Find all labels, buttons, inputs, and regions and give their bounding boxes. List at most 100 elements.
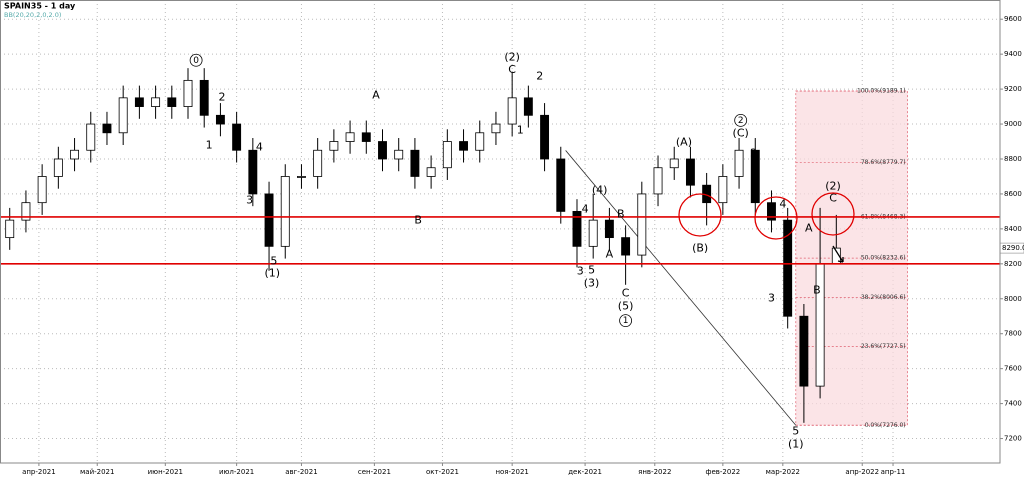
annotation: (1): [264, 267, 280, 280]
fib-label: 78.6%(8779.7): [861, 159, 906, 166]
y-tick-label: 7800: [1004, 330, 1022, 338]
candle-body: [5, 219, 15, 239]
x-tick-label: ноя-2021: [495, 468, 528, 476]
candle-body: [653, 167, 663, 195]
x-tick-label: авг-2021: [285, 468, 317, 476]
annotation: 2: [219, 90, 226, 103]
x-tick-label: июл-2021: [219, 468, 254, 476]
candle-body: [21, 202, 31, 221]
candle-body: [767, 202, 776, 221]
candle-body: [37, 176, 47, 204]
arrow: [832, 245, 844, 263]
y-tick-label: 8600: [1004, 190, 1022, 198]
x-tick-label: апр-2021: [22, 468, 56, 476]
annotation: 3: [577, 265, 584, 278]
annotation: 5: [270, 255, 277, 268]
candle-body: [134, 97, 144, 107]
y-tick-label: 8400: [1004, 225, 1022, 233]
annotation: (5): [618, 300, 634, 313]
annotation: 4: [256, 140, 263, 153]
annotation: 1: [623, 316, 629, 326]
candle-body: [556, 158, 566, 212]
x-tick-label: мар-2022: [766, 468, 800, 476]
x-tick-label: фев-2022: [705, 468, 740, 476]
candle-body: [718, 176, 728, 204]
annotation: 5: [792, 425, 799, 438]
highlight-circle: [811, 192, 855, 236]
annotation: C: [508, 63, 516, 76]
x-tick-label: июн-2021: [148, 468, 183, 476]
candle-body: [167, 97, 177, 107]
annotation: 3: [246, 193, 253, 206]
candle-body: [621, 237, 631, 256]
candle-body: [685, 158, 695, 186]
annotation: B: [617, 207, 625, 220]
candle-body: [151, 97, 161, 107]
fib-label: 23.6%(7727.5): [861, 343, 906, 350]
annotation: (4): [592, 183, 608, 196]
candle-body: [799, 315, 809, 387]
candle-body: [248, 149, 258, 195]
candle-body: [442, 141, 452, 169]
candle-body: [199, 79, 209, 116]
candle-body: [53, 158, 63, 177]
candle-body: [523, 97, 533, 116]
annotation: 2: [738, 116, 744, 126]
annotation: 0: [193, 56, 199, 66]
candle-body: [491, 123, 501, 134]
y-tick-label: 7200: [1004, 435, 1022, 443]
annotation: A: [805, 222, 813, 235]
fib-label: 0.0%(7276.0): [865, 422, 906, 429]
last-price-label: 8290.0: [1002, 244, 1024, 252]
annotation-circle: [619, 314, 633, 328]
annotation: A: [372, 88, 380, 101]
annotation: C: [622, 287, 630, 300]
candle-body: [815, 263, 825, 387]
annotation: B: [414, 213, 422, 226]
annotation-circle: [734, 113, 748, 127]
annotation: 4: [779, 197, 786, 210]
x-tick-label: окт-2021: [426, 468, 459, 476]
candle-body: [588, 219, 598, 247]
trendline: [565, 150, 797, 426]
candle-body: [102, 123, 112, 134]
fib-label: 50.0%(8232.6): [861, 255, 906, 262]
x-tick-label: апр-11: [881, 468, 906, 476]
x-tick-label: дек-2021: [568, 468, 602, 476]
candle-body: [329, 141, 339, 151]
x-tick-label: апр-2022: [845, 468, 879, 476]
annotation: (3): [584, 277, 600, 290]
candle-body: [394, 149, 404, 160]
candle-body: [669, 158, 679, 169]
candle-body: [361, 132, 371, 142]
plot-frame: [0, 0, 1001, 464]
candle-body: [313, 149, 323, 177]
candle-body: [70, 149, 80, 160]
candle-body: [410, 149, 420, 177]
annotation: (2): [825, 179, 841, 192]
candle-body: [183, 79, 193, 107]
annotation-circle: [189, 53, 203, 67]
highlight-circle: [678, 193, 722, 237]
annotation: 1: [206, 138, 213, 151]
annotation: 1: [517, 123, 524, 136]
candle-body: [280, 176, 290, 247]
candle-body: [637, 193, 647, 256]
candle-body: [215, 114, 225, 125]
annotation: 4: [582, 202, 589, 215]
y-tick-label: 7600: [1004, 365, 1022, 373]
y-tick-label: 8800: [1004, 155, 1022, 163]
annotation: A: [606, 248, 614, 261]
annotation: 2: [536, 69, 543, 82]
annotation: B: [813, 284, 821, 297]
annotation: 2: [750, 146, 757, 159]
y-tick-label: 9400: [1004, 50, 1022, 58]
annotation: (A): [676, 135, 692, 148]
x-tick-label: май-2021: [80, 468, 114, 476]
candle-body: [604, 219, 614, 239]
fib-label: 38.2%(8006.6): [861, 294, 906, 301]
candle-body: [264, 193, 274, 247]
y-tick-label: 7400: [1004, 400, 1022, 408]
y-tick-label: 8200: [1004, 260, 1022, 268]
